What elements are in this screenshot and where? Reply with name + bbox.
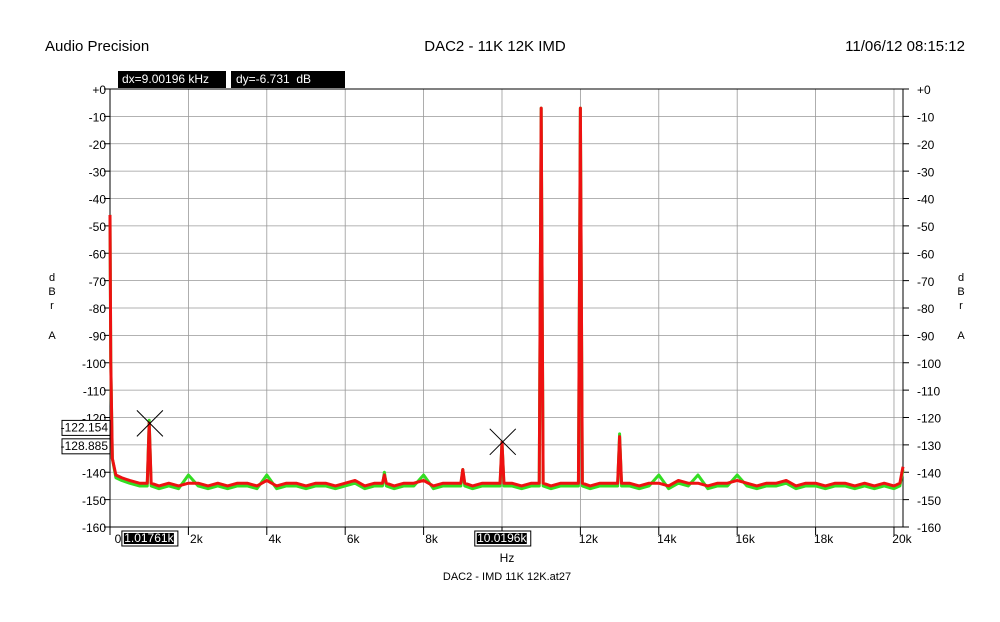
y-tick-label: -30 (89, 165, 107, 179)
header-right: 11/06/12 08:15:12 (845, 38, 965, 55)
y-tick-label: -150 (82, 494, 106, 508)
header-left: Audio Precision (45, 38, 149, 55)
x-tick-label: 6k (347, 532, 361, 546)
y-tick-label: -40 (917, 193, 935, 207)
y-tick-label: -150 (917, 494, 941, 508)
y-tick-label: -90 (89, 330, 107, 344)
cursor-mark (136, 410, 164, 437)
series-line (108, 106, 905, 488)
cursor-y-label: -122.154 (61, 421, 109, 435)
y-tick-label: -40 (89, 193, 107, 207)
y-tick-label: -10 (89, 111, 107, 125)
y-tick-label: -20 (917, 138, 935, 152)
x-tick-label: 16k (736, 532, 756, 546)
y-axis-label: A (955, 330, 967, 344)
y-tick-label: -70 (89, 275, 107, 289)
y-tick-label: -90 (917, 330, 935, 344)
y-tick-label: -130 (917, 439, 941, 453)
y-tick-label: +0 (917, 83, 931, 97)
cursor-x-label: 10.0196k (477, 531, 527, 545)
y-tick-label: -50 (89, 220, 107, 234)
y-tick-label: +0 (92, 83, 106, 97)
y-tick-label: -100 (917, 357, 941, 371)
x-tick-label: 8k (425, 532, 439, 546)
y-tick-label: -10 (917, 111, 935, 125)
readout: dy=-6.731 dB (236, 72, 311, 86)
x-tick-label: 2k (190, 532, 204, 546)
x-tick-label: 18k (814, 532, 834, 546)
x-tick-label: 0 (115, 532, 122, 546)
cursor-label-box (61, 419, 111, 436)
y-tick-label: -60 (917, 247, 935, 261)
x-tick-label: 20k (892, 532, 912, 546)
y-tick-label: -160 (917, 521, 941, 535)
y-tick-label: -140 (82, 466, 106, 480)
y-axis-label: dBr (955, 272, 967, 314)
y-tick-label: -70 (917, 275, 935, 289)
y-axis-label: A (46, 330, 58, 344)
x-tick-label: 12k (579, 532, 599, 546)
cursor-mark (489, 428, 517, 456)
cursor-y-label: -128.885 (61, 439, 109, 453)
y-tick-label: -30 (917, 165, 935, 179)
cursor-label-box (476, 533, 527, 544)
readout: dx=9.00196 kHz (122, 72, 209, 86)
y-tick-label: -100 (82, 357, 106, 371)
chart-title: DAC2 - 11K 12K IMD (424, 38, 566, 55)
cursor-label-box (123, 533, 174, 544)
y-tick-label: -60 (89, 247, 107, 261)
cursor-label-box (61, 438, 111, 455)
y-tick-label: -140 (917, 466, 941, 480)
y-tick-label: -120 (917, 412, 941, 426)
series-line (108, 106, 905, 491)
y-axis-label: dBr (46, 272, 58, 314)
cursor-x-label: 1.01761k (124, 531, 174, 545)
y-tick-label: -80 (917, 302, 935, 316)
y-tick-label: -50 (917, 220, 935, 234)
readout-box (118, 71, 226, 88)
x-tick-label: 14k (657, 532, 677, 546)
x-axis-label: Hz (500, 551, 515, 565)
y-tick-label: -110 (83, 384, 106, 398)
y-tick-label: -110 (917, 384, 940, 398)
y-tick-label: -80 (89, 302, 107, 316)
x-tick-label: 4k (268, 532, 282, 546)
y-tick-label: -20 (89, 138, 107, 152)
footer: DAC2 - IMD 11K 12K.at27 (443, 571, 571, 583)
readout-box (231, 71, 345, 88)
y-tick-label: -160 (82, 521, 106, 535)
